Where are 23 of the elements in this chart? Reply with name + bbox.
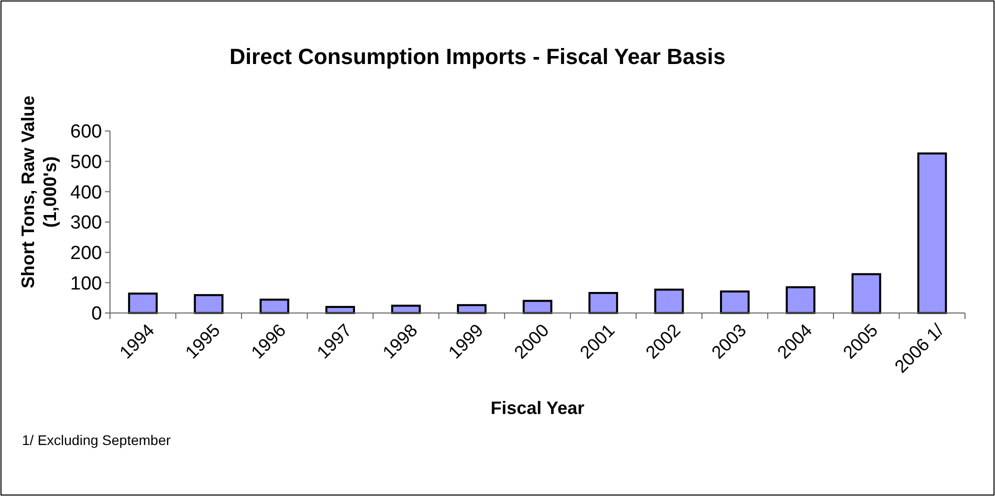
bar <box>917 152 947 314</box>
bar <box>720 290 750 314</box>
text: 1/ Excluding September <box>22 432 171 448</box>
bar <box>194 294 224 314</box>
y-tick-label: 600 <box>70 122 102 143</box>
y-tick-label: 400 <box>70 182 102 204</box>
y-tick-label: 0 <box>91 304 102 325</box>
bar <box>588 292 618 314</box>
bar <box>522 300 552 314</box>
y-axis-title: Short Tons, Raw Value (1,000's) <box>18 96 60 288</box>
bar <box>786 286 816 314</box>
bar <box>391 304 421 314</box>
y-tick-label: 100 <box>70 273 102 294</box>
bar <box>260 298 290 314</box>
bar <box>128 292 158 314</box>
x-axis-title: Fiscal Year <box>490 398 584 418</box>
chart-title: Direct Consumption Imports - Fiscal Year Basis <box>230 44 726 69</box>
y-tick-label: 200 <box>70 242 102 264</box>
bar <box>654 288 684 314</box>
bar <box>456 304 487 314</box>
y-tick-label: 500 <box>70 152 102 173</box>
bar <box>852 273 882 314</box>
y-tick-label: 300 <box>70 212 102 234</box>
